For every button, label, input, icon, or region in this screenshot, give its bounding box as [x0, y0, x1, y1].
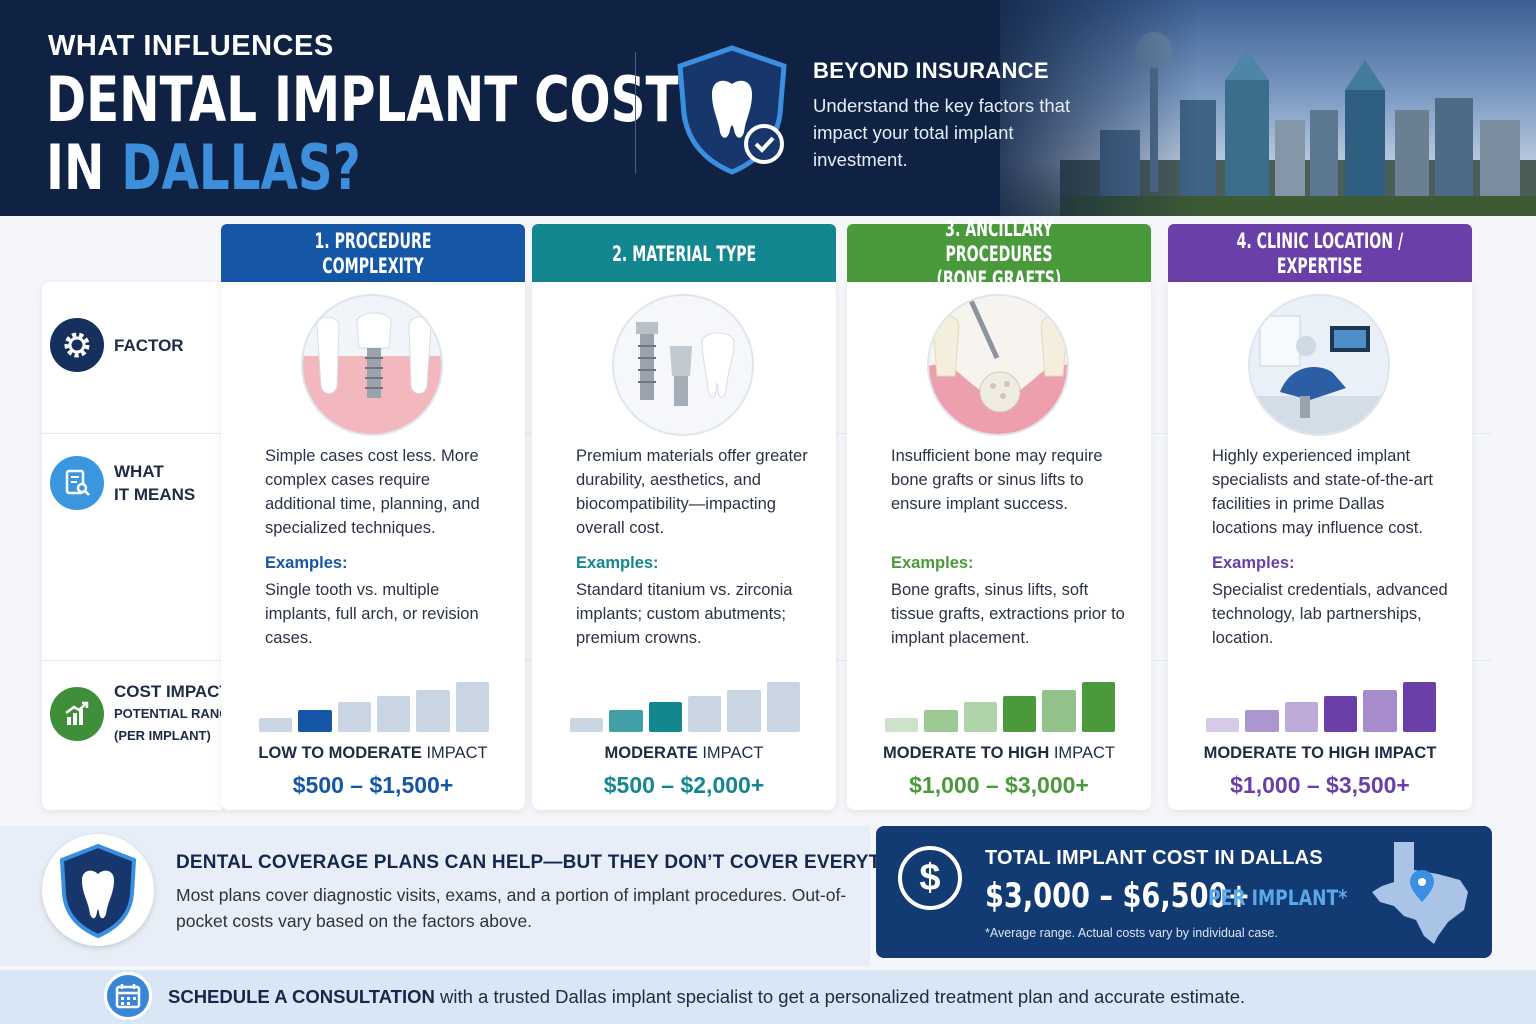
total-cost-unit: PER IMPLANT*	[1208, 886, 1348, 910]
impact-bar	[570, 718, 604, 732]
factor-column-clinic-location: 4. CLINIC LOCATION / EXPERTISE Highly exp…	[1168, 224, 1472, 810]
impact-bar	[416, 690, 450, 732]
impact-bar	[1002, 696, 1037, 732]
impact-label: MODERATE TO HIGH IMPACT	[883, 744, 1115, 762]
cta-banner	[0, 970, 1536, 1024]
tooth-shield-icon	[677, 45, 787, 175]
cost-range: $500 – $1,500+	[292, 772, 454, 798]
column-header: 4. CLINIC LOCATION / EXPERTISE	[1168, 224, 1472, 284]
impact-bar	[1402, 682, 1436, 732]
impact-bar	[766, 682, 800, 732]
dental-clinic-illustration	[1248, 294, 1390, 436]
factor-column-ancillary-procedures: 3. ANCILLARY PROCEDURES (BONE GRAFTS) Ins…	[847, 217, 1151, 810]
cost-range: $500 – $2,000+	[603, 772, 765, 798]
impact-bar	[1245, 710, 1279, 732]
column-header: 3. ANCILLARY PROCEDURES (BONE GRAFTS)	[847, 217, 1151, 291]
coverage-title: DENTAL COVERAGE PLANS CAN HELP—BUT THEY …	[176, 852, 935, 873]
schedule-consultation-link[interactable]: SCHEDULE A CONSULTATION with a trusted D…	[168, 986, 1246, 1007]
impact-bar	[259, 718, 293, 732]
impact-bar	[1363, 690, 1397, 732]
impact-bar	[885, 718, 919, 732]
tooth-shield-icon	[42, 834, 154, 946]
impact-label: LOW TO MODERATE IMPACT	[258, 744, 488, 762]
impact-bars	[259, 678, 489, 732]
examples-text: Single tooth vs. multiple implants, full…	[265, 581, 479, 647]
examples-label: Examples:	[891, 554, 974, 572]
impact-bars	[885, 678, 1115, 732]
column-header: 1. PROCEDURE COMPLEXITY	[221, 224, 525, 284]
column-description: Insufficient bone may require bone graft…	[891, 447, 1103, 513]
impact-bar	[963, 702, 997, 732]
title-accent-dallas: DALLAS?	[121, 131, 361, 204]
page-title: DENTAL IMPLANT COSTS IN DALLAS?	[46, 66, 713, 202]
title-line-2: IN DALLAS?	[46, 131, 361, 204]
impact-bar	[1323, 696, 1358, 732]
impact-bar	[727, 690, 761, 732]
texas-map-pin-icon	[1372, 842, 1468, 944]
total-cost-range: $3,000 – $6,500+	[985, 876, 1251, 916]
dollar-icon: $	[898, 846, 962, 910]
header-banner: WHAT INFLUENCES DENTAL IMPLANT COSTS IN …	[0, 0, 1536, 216]
row-label-factor: FACTOR	[50, 318, 184, 372]
impact-bars	[1206, 678, 1436, 732]
total-cost-title: TOTAL IMPLANT COST IN DALLAS	[985, 847, 1323, 869]
factor-column-procedure-complexity: 1. PROCEDURE COMPLEXITY Simple cases cos…	[221, 224, 525, 810]
impact-bar	[455, 682, 489, 732]
row-label-what-it-means: WHAT IT MEANS	[50, 456, 195, 510]
examples-label: Examples:	[265, 554, 348, 572]
examples-label: Examples:	[1212, 554, 1295, 572]
impact-bar	[687, 696, 722, 732]
gear-icon	[50, 318, 104, 372]
implant-materials-illustration	[612, 294, 754, 436]
impact-bar	[648, 702, 682, 732]
coverage-text: Most plans cover diagnostic visits, exam…	[176, 885, 847, 931]
cost-range: $1,000 – $3,500+	[1230, 772, 1410, 798]
document-search-icon	[50, 456, 104, 510]
impact-label: MODERATE IMPACT	[604, 744, 764, 762]
impact-bar	[1081, 682, 1115, 732]
impact-bar	[1206, 718, 1240, 732]
impact-bar	[924, 710, 958, 732]
beyond-insurance-title: BEYOND INSURANCE	[813, 58, 1049, 83]
column-header: 2. MATERIAL TYPE	[532, 224, 836, 284]
impact-bar	[298, 710, 332, 732]
column-description: Premium materials offer greater durabili…	[576, 447, 808, 537]
total-cost-note: *Average range. Actual costs vary by ind…	[985, 926, 1278, 940]
calendar-icon[interactable]	[104, 972, 152, 1020]
impact-bar	[337, 702, 371, 732]
cost-range: $1,000 – $3,000+	[909, 772, 1089, 798]
impact-bars	[570, 678, 800, 732]
examples-label: Examples:	[576, 554, 659, 572]
impact-label: MODERATE TO HIGH IMPACT	[1203, 744, 1437, 762]
impact-bar	[609, 710, 643, 732]
beyond-insurance-text: Understand the key factors that impact y…	[813, 95, 1071, 170]
row-label-cost-impact: COST IMPACT POTENTIAL RANGE (PER IMPLANT…	[50, 680, 238, 747]
implant-gum-illustration	[301, 294, 443, 436]
header-subtitle: WHAT INFLUENCES	[48, 30, 334, 62]
title-line-1: DENTAL IMPLANT COSTS	[46, 63, 714, 136]
examples-text: Specialist credentials, advanced technol…	[1212, 581, 1448, 647]
impact-bar	[1042, 690, 1076, 732]
column-description: Simple cases cost less. More complex cas…	[265, 447, 480, 537]
column-description: Highly experienced implant specialists a…	[1212, 447, 1434, 537]
impact-bar	[376, 696, 411, 732]
impact-bar	[1284, 702, 1318, 732]
factor-column-material-type: 2. MATERIAL TYPE Premium materials offer…	[532, 224, 836, 810]
examples-text: Standard titanium vs. zirconia implants;…	[576, 581, 793, 647]
header-divider	[635, 52, 636, 174]
bone-graft-illustration	[927, 294, 1069, 436]
growth-chart-icon	[50, 686, 104, 741]
examples-text: Bone grafts, sinus lifts, soft tissue gr…	[891, 581, 1125, 647]
